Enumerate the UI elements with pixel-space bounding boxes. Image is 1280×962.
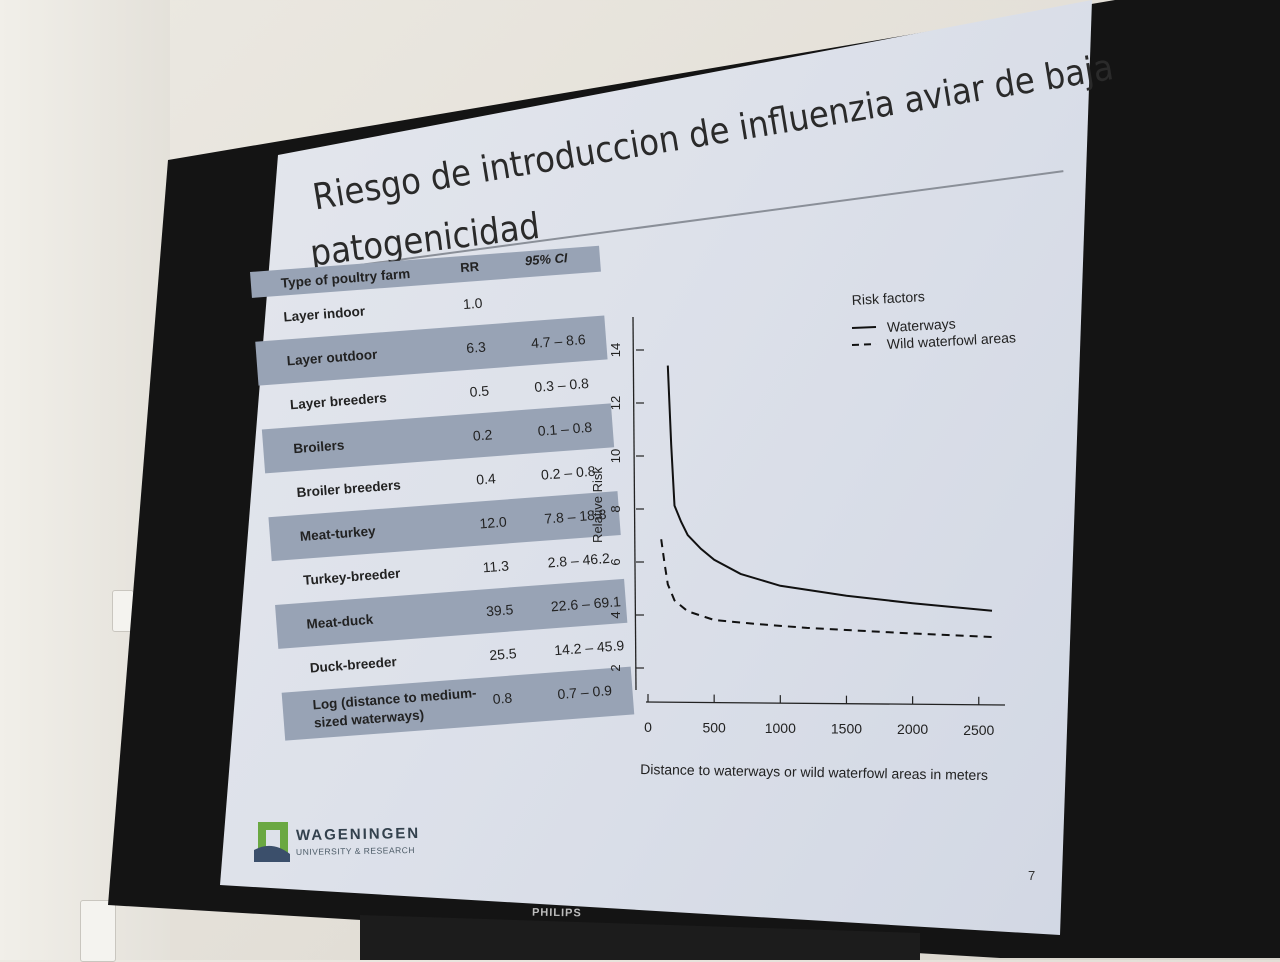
y-axis-line — [632, 316, 637, 691]
y-tick-label: 12 — [608, 396, 623, 410]
x-tick-label: 500 — [702, 720, 726, 736]
legend-entry: Waterways — [887, 315, 956, 335]
x-axis-label: Distance to waterways or wild waterfowl … — [640, 761, 988, 783]
x-tick-label: 2500 — [963, 722, 994, 738]
wageningen-logo-icon — [254, 822, 290, 862]
logo-subtitle: UNIVERSITY & RESEARCH — [295, 844, 416, 858]
series-line-waterways — [666, 365, 993, 612]
chart-axes: 2 4 6 8 10 12 14 0 500 1000 1500 2000 2500 Relative R… — [590, 316, 1006, 783]
logo-wordmark: WAGENINGEN — [295, 824, 421, 845]
legend-swatch — [851, 343, 877, 346]
series-line-wild-waterfowl-areas — [660, 539, 993, 638]
x-tick-label: 1500 — [831, 721, 862, 737]
y-tick-label: 6 — [608, 558, 623, 565]
x-axis-line — [645, 701, 1006, 706]
legend-entry: Wild waterfowl areas — [886, 329, 1016, 352]
y-tick-label: 14 — [608, 343, 623, 357]
legend-title: Risk factors — [851, 288, 925, 308]
y-tick-label: 4 — [608, 611, 623, 618]
x-tick-label: 1000 — [765, 720, 796, 736]
y-tick-label: 2 — [608, 664, 623, 671]
chart-lines — [660, 365, 993, 638]
x-tick-label: 0 — [644, 719, 652, 735]
y-tick-label: 8 — [608, 505, 623, 512]
x-tick-label: 2000 — [897, 721, 928, 737]
y-tick-label: 10 — [608, 449, 623, 463]
y-axis-label: Relative Risk — [590, 467, 605, 543]
legend-swatch — [851, 326, 877, 329]
slide-page-number: 7 — [1028, 868, 1036, 883]
